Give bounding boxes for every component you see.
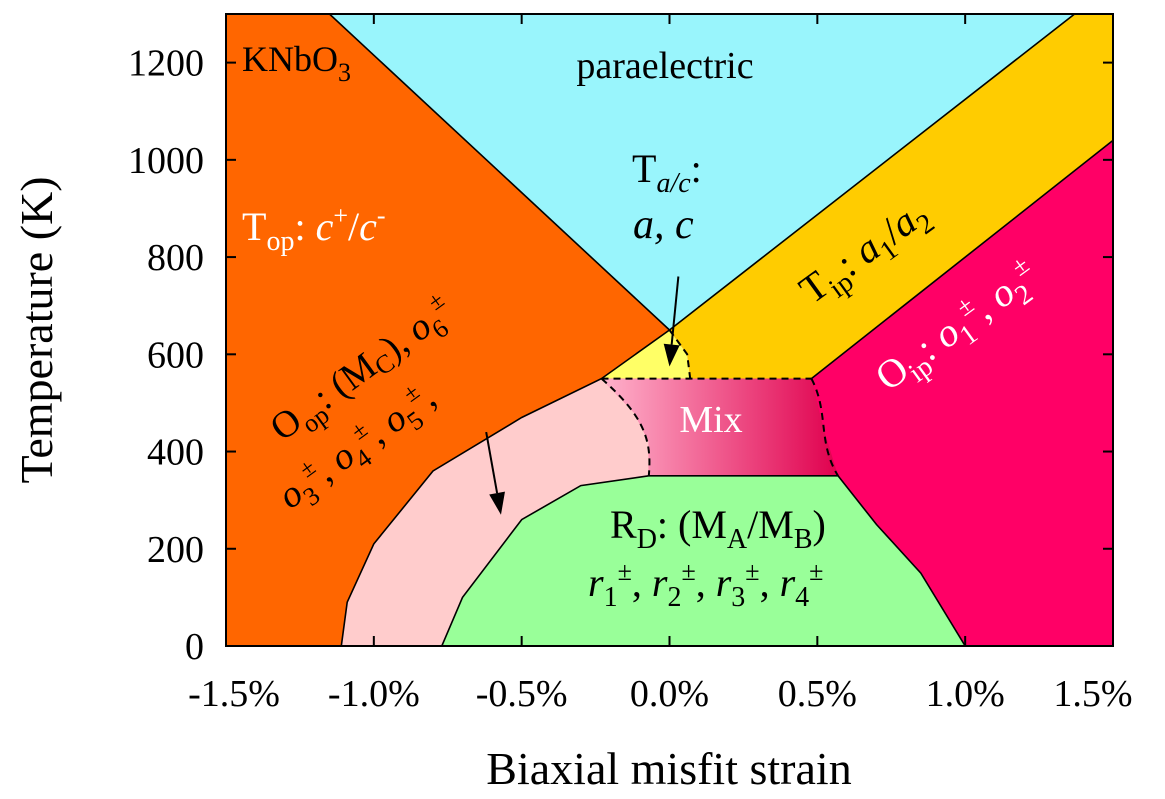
x-tick-label: -1.5% <box>188 673 280 715</box>
arrow-Oop-head <box>489 491 505 515</box>
boundary-Tac-right-dashed <box>668 329 692 379</box>
region-paraelectric <box>329 14 1075 330</box>
boundary-RD-left <box>441 475 649 646</box>
y-tick-label: 0 <box>185 626 204 668</box>
x-tick-label: -0.5% <box>476 673 568 715</box>
regions-layer <box>226 14 1113 646</box>
arrow-Tac-head <box>663 343 680 367</box>
arrow-Oop <box>485 431 499 494</box>
boundary-Tip-Oip <box>810 139 1113 380</box>
region-R-D <box>441 475 966 646</box>
region-T-ac <box>601 330 691 379</box>
y-tick-label: 1200 <box>128 43 204 85</box>
boundary-RD-right <box>837 475 966 646</box>
boundary-mix-left-dashed <box>600 377 651 476</box>
label-mix: Mix <box>679 399 742 441</box>
boundary-para-right <box>669 14 1076 331</box>
x-axis-title: Biaxial misfit strain <box>486 743 851 794</box>
x-tick-label: 0.5% <box>778 673 857 715</box>
boundary-mix-right-dashed <box>810 378 839 477</box>
y-axis-title: Temperature (K) <box>11 176 62 483</box>
y-tick-label: 1000 <box>128 140 204 182</box>
boundary-para-left <box>328 14 671 331</box>
region-mix <box>601 378 838 476</box>
arrows <box>485 276 680 515</box>
x-tick-label: 1.5% <box>1053 673 1132 715</box>
y-tick-label: 600 <box>147 334 204 376</box>
x-tick-label: 1.0% <box>926 673 1005 715</box>
y-tick-label: 200 <box>147 529 204 571</box>
label-T-ac-line1: Ta/c: <box>632 146 702 199</box>
label-R-D-line1: RD: (MA/MB) <box>610 502 826 555</box>
material-label: KNbO3 <box>242 39 351 87</box>
x-tick-label: 0.0% <box>630 673 709 715</box>
y-tick-label: 400 <box>147 432 204 474</box>
label-paraelectric: paraelectric <box>576 45 753 87</box>
region-T-ip <box>669 14 1113 379</box>
label-R-D-line2: r1±, r2±, r3±, r4± <box>588 557 823 613</box>
axis-ticks: -1.5% -1.0% -0.5% 0.0% 0.5% 1.0% 1.5% 0 200 400 60… <box>128 14 1133 715</box>
region-O-op <box>341 378 649 646</box>
arrow-Tac <box>670 276 680 345</box>
label-T-op: Top: c+/c- <box>242 201 386 257</box>
y-tick-label: 800 <box>147 237 204 279</box>
region-T-op <box>226 14 670 646</box>
label-T-ac-line2: a, c <box>633 202 694 248</box>
x-tick-label: -1.0% <box>328 673 420 715</box>
